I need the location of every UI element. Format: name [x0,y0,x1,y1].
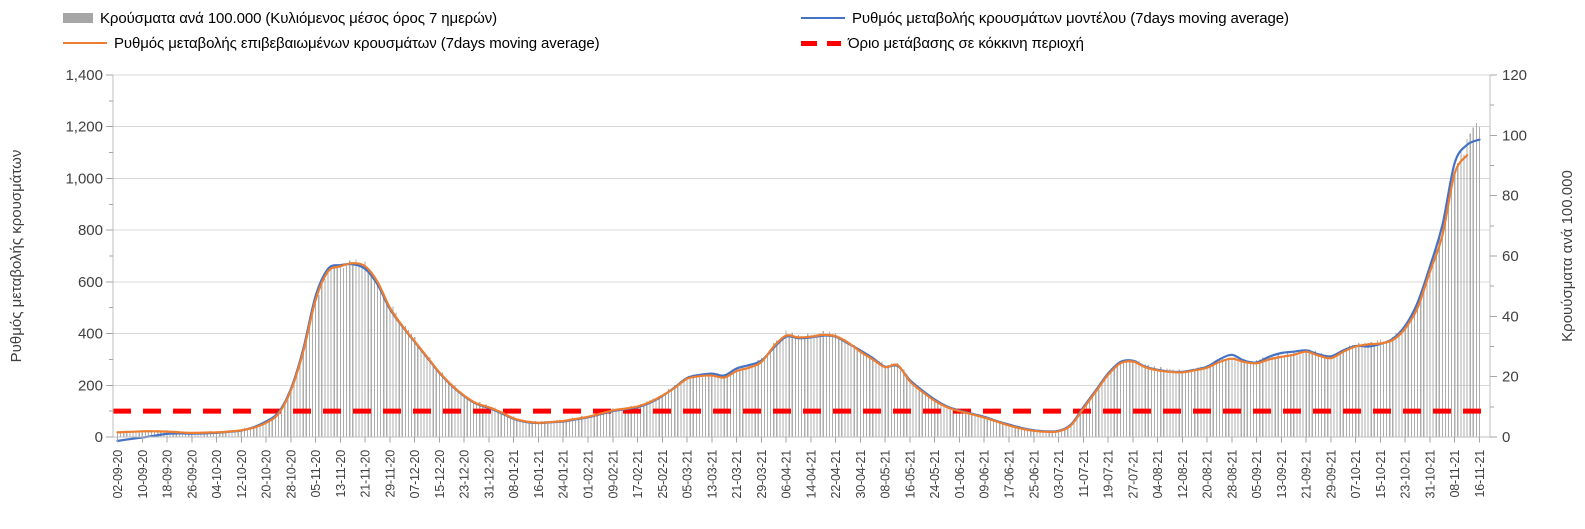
x-tick-label: 11-07-21 [1077,450,1091,498]
x-tick-label: 05-11-20 [309,450,323,498]
x-tick-label: 12-08-21 [1176,450,1190,499]
x-tick-label: 09-06-21 [978,450,992,499]
x-tick-label: 29-03-21 [755,450,769,499]
x-tick-label: 07-12-20 [408,450,422,499]
x-tick-label: 07-10-21 [1349,450,1363,499]
x-tick-label: 12-10-20 [235,450,249,499]
x-tick-label: 19-07-21 [1102,450,1116,499]
x-tick-label: 28-10-20 [284,450,298,499]
x-tick-label: 05-03-21 [681,450,695,499]
x-tick-label: 20-08-21 [1201,450,1215,499]
y-axis-left-title: Ρυθμός μεταβολής κρουσμάτων [8,150,25,363]
x-tick-label: 04-08-21 [1151,450,1165,499]
x-tick-label: 13-11-20 [334,450,348,498]
y-tick-label: 200 [78,377,103,394]
x-axis: 02-09-20 10-09-20 18-09-20 26-09-20 04-10-20… [111,437,1487,498]
y-axis-right: 0 20 40 60 80 100 120 [1490,67,1527,446]
x-tick-label: 31-12-20 [483,450,497,499]
x-tick-label: 17-06-21 [1003,450,1017,499]
x-tick-label: 28-08-21 [1225,450,1239,499]
y-tick-label: 600 [78,274,103,291]
x-tick-label: 08-01-21 [507,450,521,499]
y-tick-label: 120 [1502,67,1527,84]
x-tick-label: 20-10-20 [260,450,274,499]
y-tick-label: 800 [78,222,103,239]
x-tick-label: 16-05-21 [903,450,917,499]
y-tick-label: 40 [1502,308,1519,325]
legend-label: Ρυθμός μεταβολής κρουσμάτων μοντέλου (7d… [852,9,1289,27]
legend-label: Ρυθμός μεταβολής επιβεβαιωμένων κρουσμάτ… [114,34,600,52]
x-tick-label: 30-04-21 [854,450,868,499]
line-swatch-icon [801,16,845,20]
x-tick-label: 23-10-21 [1399,450,1413,499]
legend-item-red-zone-threshold: Όριο μετάβασης σε κόκκινη περιοχή [801,33,1084,53]
x-tick-label: 25-06-21 [1027,450,1041,499]
x-tick-label: 13-09-21 [1275,450,1289,499]
legend-label: Όριο μετάβασης σε κόκκινη περιοχή [848,34,1084,52]
x-tick-label: 01-02-21 [582,450,596,499]
legend-label: Κρούσματα ανά 100.000 (Κυλιόμενος μέσος … [100,9,498,27]
confirmed-line [116,154,1469,434]
y-axis-right-title: Κρουύσματα ανά 100.000 [1559,170,1576,342]
x-tick-label: 24-01-21 [557,450,571,499]
line-swatch-icon [63,41,107,45]
y-tick-label: 1,000 [65,170,103,187]
x-tick-label: 14-04-21 [804,450,818,499]
legend-item-cases-per-100k: Κρούσματα ανά 100.000 (Κυλιόμενος μέσος … [63,8,497,28]
x-tick-label: 27-07-21 [1126,450,1140,499]
x-tick-label: 17-02-21 [631,450,645,499]
y-tick-label: 400 [78,326,103,343]
x-tick-label: 05-09-21 [1250,450,1264,499]
x-tick-label: 02-09-20 [111,450,125,499]
legend-item-model-rate: Ρυθμός μεταβολής κρουσμάτων μοντέλου (7d… [801,8,1289,28]
x-tick-label: 21-03-21 [730,450,744,499]
bar-swatch-icon [63,13,93,23]
x-tick-label: 15-10-21 [1374,450,1388,499]
y-tick-label: 0 [1502,429,1510,446]
y-tick-label: 1,400 [65,67,103,84]
x-tick-label: 03-07-21 [1052,450,1066,499]
x-tick-label: 10-09-20 [136,450,150,499]
x-tick-label: 29-09-21 [1324,450,1338,499]
legend-item-confirmed-rate: Ρυθμός μεταβολής επιβεβαιωμένων κρουσμάτ… [63,33,600,53]
y-tick-label: 100 [1502,127,1527,144]
y-axis-left: 0 200 400 600 800 1,000 1,200 1,400 [65,67,113,446]
y-tick-label: 0 [95,429,103,446]
x-tick-label: 26-09-20 [185,450,199,499]
x-tick-label: 23-12-20 [458,450,472,499]
x-tick-label: 21-09-21 [1300,450,1314,499]
y-tick-label: 1,200 [65,119,103,136]
x-tick-label: 08-11-21 [1448,450,1462,498]
x-tick-label: 18-09-20 [161,450,175,499]
x-tick-label: 21-11-20 [359,450,373,498]
x-tick-label: 09-02-21 [606,450,620,499]
x-tick-label: 08-05-21 [879,450,893,499]
dashed-line-swatch-icon [801,40,841,46]
x-tick-label: 06-04-21 [780,450,794,499]
x-tick-label: 04-10-20 [210,450,224,499]
x-tick-label: 13-03-21 [705,450,719,499]
y-tick-label: 60 [1502,248,1519,265]
x-tick-label: 22-04-21 [829,450,843,499]
x-tick-label: 31-10-21 [1424,450,1438,499]
y-tick-label: 80 [1502,188,1519,205]
x-tick-label: 16-01-21 [532,450,546,499]
x-tick-label: 29-11-20 [383,450,397,498]
x-tick-label: 25-02-21 [656,450,670,499]
y-tick-label: 20 [1502,369,1519,386]
x-tick-label: 16-11-21 [1473,450,1487,498]
x-tick-label: 24-05-21 [928,450,942,499]
x-tick-label: 15-12-20 [433,450,447,499]
x-tick-label: 01-06-21 [953,450,967,499]
